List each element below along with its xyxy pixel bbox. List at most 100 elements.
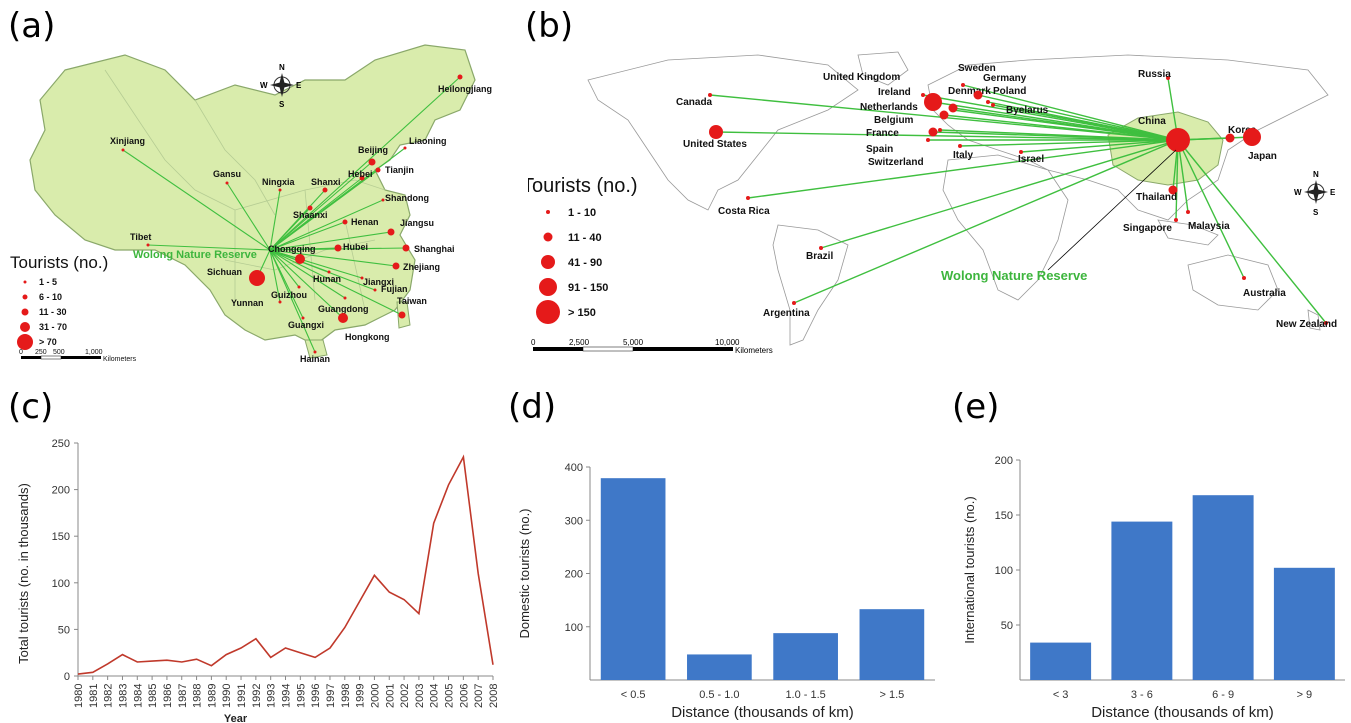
x-tick-label: 0.5 - 1.0 xyxy=(699,689,739,701)
legend-title: Tourists (no.) xyxy=(10,253,108,272)
y-tick-label: 50 xyxy=(1001,620,1013,632)
label-xinjiang: Xinjiang xyxy=(110,136,145,146)
route-sweden xyxy=(962,84,1179,141)
x-tick-label: 1988 xyxy=(192,684,204,708)
label-united-states: United States xyxy=(683,139,747,150)
chart-domestic-tourists: 100 200 300 400 < 0.5 0.5 - 1.0 1.0 - 1.5 > 1.5… xyxy=(517,462,935,721)
marker-russia xyxy=(1166,76,1170,80)
marker-germany xyxy=(973,90,983,100)
route-zhejiang xyxy=(269,249,397,267)
reserve-pointer xyxy=(1047,149,1177,271)
label-jiangsu: Jiangsu xyxy=(400,218,434,228)
route-italy xyxy=(959,139,1179,147)
marker-sweden xyxy=(961,83,965,87)
series-line xyxy=(77,454,494,675)
marker-japan xyxy=(1243,128,1261,146)
new-zealand xyxy=(1307,309,1321,331)
route-taiwan xyxy=(269,249,403,316)
route-henan xyxy=(269,221,346,251)
marker-malaysia xyxy=(1186,210,1190,214)
marker-hebei xyxy=(359,175,365,181)
marker-spain xyxy=(926,138,930,142)
x-tick-label: 1985 xyxy=(147,684,159,708)
x-tick-label: 1.0 - 1.5 xyxy=(785,689,825,701)
label-jiangxi: Jiangxi xyxy=(363,277,394,287)
svg-text:2,500: 2,500 xyxy=(569,338,590,347)
route-gansu xyxy=(226,182,271,251)
x-axis-label: Distance (thousands of km) xyxy=(671,704,854,721)
x-axis-label: Year xyxy=(224,713,248,723)
legend-label: 1 - 5 xyxy=(39,277,57,287)
route-guizhou xyxy=(269,249,300,288)
marker-italy xyxy=(958,144,962,148)
label-shanghai: Shanghai xyxy=(414,244,455,254)
route-new-zealand xyxy=(1177,139,1327,324)
label-argentina: Argentina xyxy=(763,308,810,319)
label-netherlands: Netherlands xyxy=(860,102,918,113)
svg-text:E: E xyxy=(1330,188,1336,197)
y-tick-label: 200 xyxy=(995,455,1013,467)
scale-bar: 0 250 500 1,000 Kilometers xyxy=(19,349,137,363)
y-axis-label: Total tourists (no. in thousands) xyxy=(16,483,31,664)
legend-symbol xyxy=(22,294,28,300)
label-guangdong: Guangdong xyxy=(318,304,369,314)
svg-text:10,000: 10,000 xyxy=(715,338,740,347)
x-tick-label: 1986 xyxy=(162,684,174,708)
x-tick-label: 1980 xyxy=(73,684,85,708)
marker-jiangxi xyxy=(360,276,364,280)
marker-liaoning xyxy=(403,146,407,150)
panel-label-e: (e) xyxy=(952,387,1000,427)
x-tick-label: 1998 xyxy=(340,684,352,708)
province-borders xyxy=(104,69,386,311)
marker-united-kingdom xyxy=(924,93,942,111)
compass-icon: N S E W xyxy=(260,63,302,109)
marker-shaanxi xyxy=(307,205,313,211)
legend-symbol xyxy=(546,210,550,214)
marker-canada xyxy=(708,93,712,97)
label-korea: Korea xyxy=(1228,125,1257,136)
international-routes xyxy=(709,77,1327,324)
route-singapore xyxy=(1175,139,1179,221)
legend-symbol xyxy=(21,308,29,316)
label-hainan: Hainan xyxy=(300,354,330,364)
route-jiangxi xyxy=(269,249,363,279)
bar xyxy=(600,478,666,680)
australia xyxy=(1187,254,1279,311)
south-america xyxy=(772,224,849,346)
legend: 1 - 5 6 - 10 11 - 30 31 - 70 > 70 xyxy=(17,277,67,350)
marker-byelarus xyxy=(991,103,995,107)
bar xyxy=(1030,642,1092,680)
label-switzerland: Switzerland xyxy=(868,157,924,168)
legend-label: 91 - 150 xyxy=(568,282,608,294)
label-ireland: Ireland xyxy=(878,87,911,98)
x-tick-label: 6 - 9 xyxy=(1212,689,1234,701)
route-tianjin xyxy=(269,169,379,251)
marker-chongqing xyxy=(295,254,305,264)
route-costa-rica xyxy=(747,139,1179,199)
greenland xyxy=(857,51,909,86)
label-costa-rica: Costa Rica xyxy=(718,206,770,217)
x-tick-label: 2006 xyxy=(458,684,470,708)
legend: 1 - 10 11 - 40 41 - 90 91 - 150 > 150 xyxy=(536,207,608,324)
x-tick-label: 1982 xyxy=(103,684,115,708)
legend-symbol xyxy=(20,322,30,332)
x-tick-label: 2003 xyxy=(414,684,426,708)
route-shaanxi xyxy=(269,207,311,251)
label-thailand: Thailand xyxy=(1136,192,1177,203)
marker-switzerland xyxy=(938,128,942,132)
marker-gansu xyxy=(225,181,229,185)
legend-label: 11 - 40 xyxy=(568,232,602,244)
marker-belgium xyxy=(939,110,949,120)
x-tick-label: > 1.5 xyxy=(879,689,904,701)
svg-text:S: S xyxy=(279,100,285,109)
y-tick-label: 150 xyxy=(995,510,1013,522)
x-tick-label: 2005 xyxy=(444,684,456,708)
marker-guangdong xyxy=(343,296,347,300)
marker-china xyxy=(1166,128,1190,152)
bar xyxy=(1111,521,1173,680)
africa xyxy=(942,154,1069,301)
marker-guangxi xyxy=(301,316,305,320)
scale-bar: 0 2,500 5,000 10,000 Kilometers xyxy=(531,338,773,355)
marker-ningxia xyxy=(278,188,282,192)
